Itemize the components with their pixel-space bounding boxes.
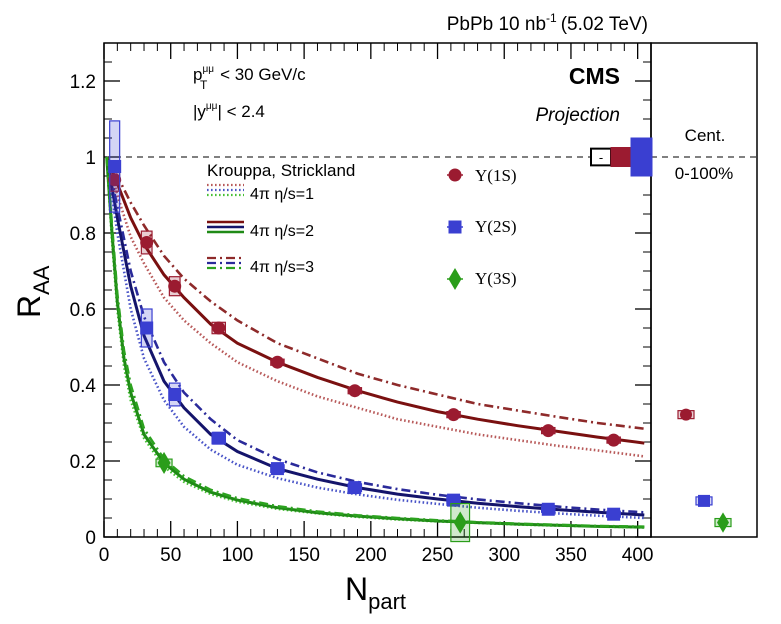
- model-curves: [105, 156, 645, 529]
- y-tick-label: 1: [85, 148, 96, 169]
- x-axis-title: Npart: [345, 571, 406, 614]
- data-point: [607, 507, 621, 521]
- x-tick-label: 50: [160, 545, 181, 566]
- data-legend-markers: [447, 168, 463, 291]
- model-curve-2S-solid: [105, 156, 645, 517]
- legend-3s-label: Υ(3S): [475, 269, 517, 288]
- x-tick-label: 300: [488, 545, 520, 566]
- model-curve-2S-dashdot: [105, 156, 645, 514]
- data-point: [447, 408, 461, 422]
- side-panel-label: 0-100%: [675, 164, 734, 183]
- legend-marker-circle: [448, 168, 462, 182]
- side-panel-frame: [650, 42, 758, 538]
- side-data-point: [717, 512, 729, 533]
- data-point: [212, 431, 226, 445]
- x-tick-label: 200: [355, 545, 387, 566]
- data-point: [168, 388, 182, 401]
- model-curve-3S-dotted: [105, 156, 645, 529]
- x-tick-label: 250: [422, 545, 454, 566]
- data-points: [108, 120, 621, 543]
- side-panel-points: [677, 408, 732, 533]
- global-uncertainty-box: [610, 147, 632, 167]
- model-legend-title: Krouppa, Strickland: [207, 161, 355, 180]
- legend-1s-label: Υ(1S): [475, 166, 517, 185]
- header-text: PbPb 10 nb-1 (5.02 TeV): [447, 11, 648, 35]
- data-point: [607, 433, 621, 447]
- cms-label: CMS: [569, 63, 620, 89]
- legend-eta3-label: 4π η/s=3: [250, 259, 314, 276]
- data-point: [348, 481, 362, 495]
- legend-eta1-label: 4π η/s=1: [250, 186, 314, 203]
- projection-label: Projection: [536, 105, 621, 126]
- data-point: [541, 502, 555, 516]
- side-data-point: [680, 408, 692, 421]
- data-point: [140, 236, 154, 249]
- model-curve-1S-dashdot: [105, 156, 645, 430]
- x-tick-label: 350: [555, 545, 587, 566]
- data-point: [140, 321, 154, 335]
- data-point: [108, 173, 122, 187]
- model-curve-3S-dashdot: [105, 156, 645, 528]
- x-tick-label: 400: [622, 545, 654, 566]
- model-curve-2S-dotted: [105, 156, 645, 520]
- data-point: [108, 160, 122, 173]
- data-point: [348, 384, 362, 398]
- global-uncertainty-label: -: [599, 150, 603, 165]
- data-point: [270, 462, 284, 476]
- pt-cut-label: pμμ T < 30 GeV/c: [193, 64, 306, 92]
- x-tick-label: 0: [99, 545, 110, 566]
- x-tick-label: 150: [288, 545, 320, 566]
- y-tick-label: 0: [85, 528, 96, 549]
- model-curve-1S-dotted: [105, 156, 645, 458]
- y-tick-label: 0.2: [70, 452, 96, 473]
- legend-marker-square: [448, 220, 462, 234]
- model-curve-1S-solid: [105, 156, 645, 445]
- data-point: [541, 424, 555, 438]
- global-uncertainty-box: [630, 137, 653, 177]
- model-legend-lines: [207, 183, 244, 270]
- y-tick-label: 1.2: [70, 72, 96, 93]
- side-data-point: [698, 494, 710, 507]
- legend-marker-diamond: [448, 267, 462, 291]
- y-cut-label: |yμμ| < 2.4: [193, 101, 265, 121]
- data-point: [168, 279, 182, 293]
- side-panel-title: Cent.: [685, 126, 726, 145]
- data-point: [212, 321, 226, 335]
- data-point: [453, 511, 467, 534]
- model-curve-3S-solid: [105, 156, 645, 529]
- data-point: [270, 355, 284, 369]
- data-point: [157, 451, 171, 474]
- y-tick-label: 0.6: [70, 300, 96, 321]
- legend-2s-label: Υ(2S): [475, 217, 517, 236]
- legend-eta2-label: 4π η/s=2: [250, 223, 314, 240]
- x-tick-label: 100: [222, 545, 254, 566]
- global-uncertainty-boxes: -: [590, 137, 653, 177]
- y-axis-title: RAA: [11, 265, 54, 318]
- y-tick-label: 0.8: [70, 224, 96, 245]
- y-tick-label: 0.4: [70, 376, 97, 397]
